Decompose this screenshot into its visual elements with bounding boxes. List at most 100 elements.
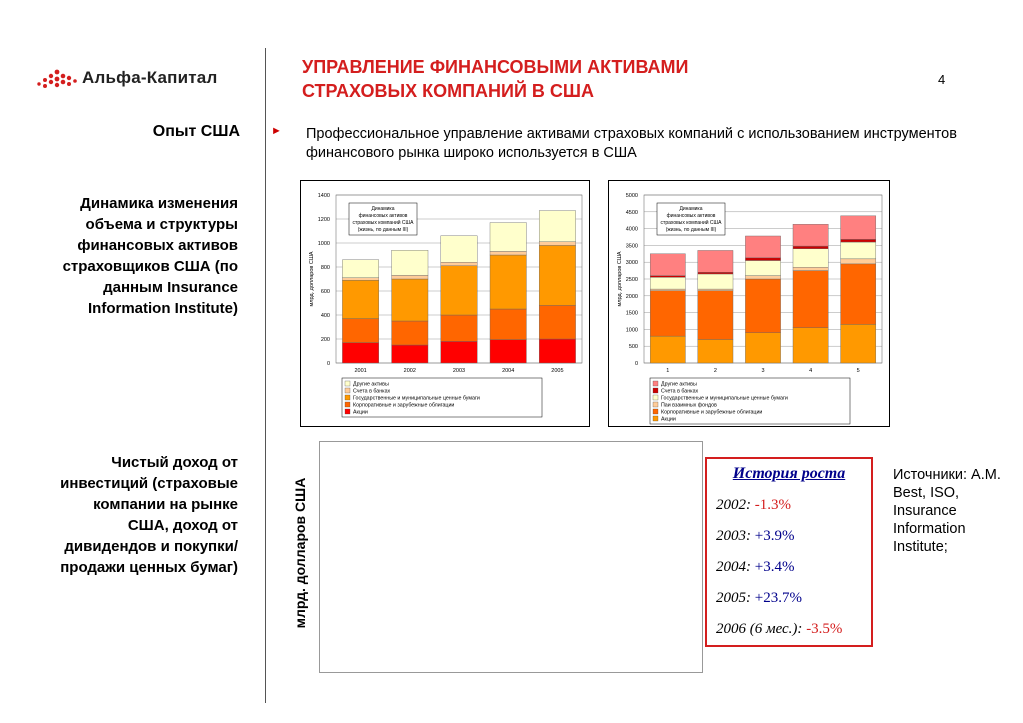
bar-segment — [697, 339, 734, 364]
x-tick-label: 2002 — [404, 368, 416, 374]
bar-segment — [391, 249, 429, 276]
bar-segment — [697, 288, 734, 291]
bullet-arrow-icon: ► — [271, 125, 282, 137]
growth-history-year: 2003: — [716, 528, 755, 544]
bar-segment — [745, 332, 781, 364]
section-label: Опыт США — [152, 123, 240, 140]
bar-segment — [538, 245, 576, 306]
annotation-text: (жизнь, по данным III) — [358, 227, 409, 233]
annotation-box — [656, 202, 726, 236]
annotation-text: финансовых активов — [667, 213, 716, 219]
growth-history-year: 2005: — [716, 590, 755, 606]
legend-label: Государственные и муниципальные ценные б… — [353, 396, 480, 402]
chart-svg: 0 500 1000 1500 2000 2500 3000 3500 4000 4500 5000… — [617, 193, 883, 425]
bar-segment — [745, 235, 781, 259]
y-tick-label: 0 — [635, 361, 638, 367]
bar-segment — [489, 222, 527, 252]
growth-history-value: -1.3% — [754, 497, 791, 513]
y-tick-label: 1500 — [626, 311, 638, 317]
bar-segment — [440, 265, 478, 316]
left-caption-income: Чистый доход от инвестиций (страховые ко… — [60, 454, 238, 576]
growth-history-value: +3.4% — [754, 559, 795, 575]
x-tick-label: 4 — [809, 368, 812, 374]
income-chart-ylabel-text: млрд. долларов США — [292, 477, 308, 629]
intro-text: Профессиональное управление активами стр… — [306, 126, 957, 161]
bar-segment — [342, 259, 380, 279]
bar-segment — [538, 338, 576, 364]
annotation-text: (жизнь, по данным III) — [666, 227, 717, 233]
y-tick-label: 1000 — [626, 327, 638, 333]
bar-segment — [697, 272, 734, 275]
bar-segment — [489, 308, 527, 340]
growth-history-year: 2006 (6 мес.): — [716, 621, 807, 637]
legend-label: Другие активы — [353, 382, 389, 388]
y-tick-label: 0 — [327, 361, 330, 367]
x-tick-label: 2003 — [453, 368, 465, 374]
x-tick-label: 3 — [761, 368, 764, 374]
legend-swatch — [652, 415, 659, 422]
bar-segment — [792, 327, 829, 364]
x-tick-label: 2001 — [354, 368, 366, 374]
bar-segment — [538, 305, 576, 340]
bar-segment — [440, 235, 478, 263]
x-tick-label: 2005 — [551, 368, 563, 374]
legend-swatch — [652, 380, 659, 387]
legend-box — [649, 377, 851, 425]
y-tick-label: 600 — [321, 289, 330, 295]
legend-swatch — [652, 401, 659, 408]
y-tick-label: 3500 — [626, 243, 638, 249]
growth-history-year: 2002: — [716, 497, 755, 513]
growth-history-year: 2004: — [716, 559, 755, 575]
y-tick-label: 2000 — [626, 294, 638, 300]
logo-text: Альфа-Капитал — [82, 68, 218, 87]
income-chart-ylabel: млрд. долларов США — [290, 458, 310, 648]
y-tick-label: 800 — [321, 265, 330, 271]
x-tick-label: 2 — [714, 368, 717, 374]
bar-segment — [649, 253, 686, 276]
y-tick-label: 400 — [321, 313, 330, 319]
bar-segment — [697, 250, 734, 273]
income-chart-placeholder — [319, 441, 703, 673]
bar-segment — [840, 258, 877, 265]
sources-text: Источники: A.M. Best, ISO, Insurance Inf… — [893, 467, 1001, 555]
assets-chart-1: 0 200 400 600 800 1000 1200 1400 млрд. долларов … — [300, 180, 590, 427]
growth-history-box: История роста 2002: -1.3% 2003: +3.9% 2004… — [705, 457, 873, 647]
bar-segment — [342, 279, 380, 319]
bar-segment — [440, 261, 478, 266]
bar-segment — [840, 215, 877, 240]
alfa-capital-logo-icon — [37, 69, 77, 88]
bar-segment — [391, 275, 429, 280]
legend-swatch — [344, 401, 351, 408]
legend-swatch — [652, 408, 659, 415]
bar-segment — [840, 263, 877, 325]
assets-chart-2: 0 500 1000 1500 2000 2500 3000 3500 4000 4500 5000… — [608, 180, 890, 427]
legend-label: Счета в банках — [661, 389, 699, 395]
growth-history-title: История роста — [732, 465, 846, 482]
y-tick-label: 1000 — [318, 241, 330, 247]
page-title: УПРАВЛЕНИЕ ФИНАНСОВЫМИ АКТИВАМИ СТРАХОВЫ… — [302, 55, 689, 103]
bar-segment — [745, 260, 781, 276]
title-line-2: СТРАХОВЫХ КОМПАНИЙ В США — [302, 81, 595, 101]
annotation-text: Динамика — [679, 206, 702, 212]
legend-swatch — [344, 380, 351, 387]
bar-segment — [649, 275, 686, 278]
annotation-text: страховых компаний США — [353, 219, 415, 226]
bar-segment — [440, 314, 478, 342]
bar-segment — [697, 273, 734, 290]
bar-segment — [649, 277, 686, 290]
bar-segment — [538, 241, 576, 246]
legend-label: Паи взаимных фондов — [661, 403, 717, 409]
left-caption-assets: Динамика изменения объема и структуры фи… — [62, 195, 238, 317]
x-tick-label: 5 — [857, 368, 860, 374]
x-tick-label: 2004 — [502, 368, 514, 374]
legend-label: Счета в банках — [353, 389, 391, 395]
legend-swatch — [344, 387, 351, 394]
x-tick-label: 1 — [666, 368, 669, 374]
y-tick-label: 2500 — [626, 277, 638, 283]
y-axis-label: млрд. долларов США — [617, 251, 623, 306]
legend-box — [341, 377, 543, 418]
growth-history-row: 2002: -1.3% — [716, 497, 791, 514]
bar-segment — [391, 320, 429, 346]
bar-segment — [840, 239, 877, 243]
growth-history-value: +23.7% — [754, 590, 802, 606]
